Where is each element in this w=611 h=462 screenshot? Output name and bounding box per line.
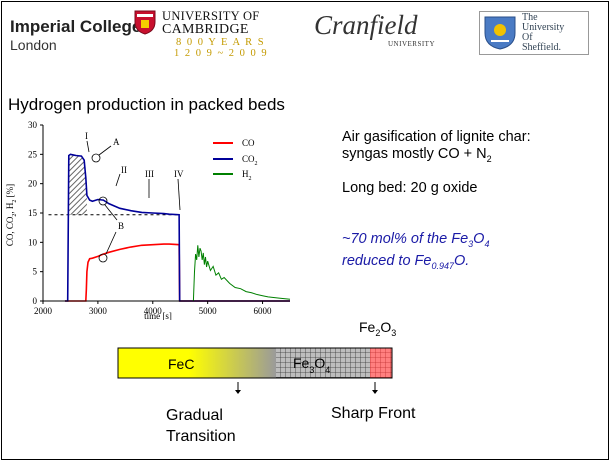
cambridge-logo: UNIVERSITY OF CAMBRIDGE 8 0 0 Y E A R S … [134,8,294,59]
y-tick-label: 25 [28,149,38,159]
fe2o3-label: Fe2O3 [359,319,397,338]
sharp-label: Sharp Front [331,405,416,422]
annotation-A: A [113,137,120,147]
packed-bed-diagram: FeC Fe3O4 [117,347,393,379]
cranfield-logo: Cranfield UNIVERSITY [314,10,435,48]
legend: CO CO2 H2 [213,138,258,182]
cambridge-dates: 1 2 0 9 ~ 2 0 0 9 [174,48,269,59]
sheffield-line1: The [522,12,538,23]
tick-group: 2000 3000 4000 5000 6000 0 5 10 15 20 25 30 [28,120,272,316]
annotation-II: II [121,165,127,175]
sheffield-crest-icon [484,16,516,50]
x-tick-label: 4000 [144,306,163,316]
annotation-IV: IV [174,169,184,179]
annotation-II-pointer [115,173,121,187]
fe3o4-zone [276,348,370,378]
bed-length-text: Long bed: 20 g oxide [342,180,478,196]
reduction-note: ~70 mol% of the Fe3O4 reduced to Fe0.947… [342,231,489,275]
y-tick-label: 30 [28,120,38,130]
legend-label-co: CO [242,138,255,148]
cambridge-line2: CAMBRIDGE [162,22,249,37]
reduction-line1: ~70 mol% of the Fe3O4 [342,231,490,249]
legend-label-h2: H2 [242,169,252,182]
x-tick-label: 6000 [254,306,273,316]
series-line-co [64,243,290,302]
y-tick-label: 0 [33,296,38,306]
series-group [64,153,291,302]
annotation-I-pointer [86,140,90,153]
cambridge-line1: UNIVERSITY OF [162,9,260,23]
x-tick-label: 2000 [34,306,53,316]
annotation-B-pointer [104,204,118,221]
syngas-line1: Air gasification of lignite char: [342,129,531,145]
y-tick-label: 20 [28,179,38,189]
x-axis-label: time [s] [144,311,172,320]
sheffield-text: The University Of Sheffield. [522,13,564,53]
annotation-II-marker [98,196,108,206]
annotation-I: I [85,131,88,141]
annotation-IV-pointer [177,178,181,211]
imperial-city: London [10,37,57,53]
fe3o4-label: Fe3O4 [293,355,330,375]
y-tick-label: 15 [28,208,38,218]
fec-zone [118,348,276,378]
syngas-text: Air gasification of lignite char: syngas… [342,129,531,168]
y-tick-label: 5 [33,267,38,277]
oxygen-release-area [68,154,87,215]
annotation-A-marker [91,153,101,163]
gradual-line1: Gradual [166,407,223,424]
gas-composition-chart: 2000 3000 4000 5000 6000 0 5 10 15 20 25 30 time [s… [5,120,291,320]
gradual-label: Gradual Transition [166,405,236,447]
gradual-line2: Transition [166,428,236,445]
sheffield-line3: Of [522,32,533,43]
annotation-III: III [145,169,154,179]
fe2o3-zone [370,348,392,378]
annotations: I A II III IV B [85,131,184,263]
annotation-B-pointer-2 [105,231,117,255]
gradual-arrowhead-icon [235,390,241,394]
marker-arrows [235,382,378,394]
imperial-name: Imperial College [10,17,142,36]
sharp-arrowhead-icon [372,390,378,394]
cranfield-sub: UNIVERSITY [388,40,435,48]
cambridge-shield-icon [134,10,156,35]
annotation-B-marker [98,253,108,263]
x-tick-label: 5000 [199,306,218,316]
sheffield-line2: University [522,22,565,33]
annotation-B: B [118,221,124,231]
imperial-logo: Imperial College London [10,17,141,53]
sheffield-logo: The University Of Sheffield. [479,11,589,55]
y-axis-label: CO, CO2, H2 [%] [5,184,18,246]
cambridge-years: 8 0 0 Y E A R S [176,37,266,48]
x-tick-label: 3000 [89,306,108,316]
sheffield-line4: Sheffield. [522,42,561,53]
bed-outline [117,347,393,379]
annotation-A-pointer [98,145,112,156]
series-line-co2 [64,153,290,302]
syngas-line2: syngas mostly CO + N2 [342,146,492,164]
legend-label-co2: CO2 [242,154,258,167]
series-line-h2 [185,245,291,302]
fec-label: FeC [168,356,194,372]
cranfield-name: Cranfield [314,10,418,40]
reduction-line2: reduced to Fe0.947O. [342,252,470,271]
y-tick-label: 10 [28,237,38,247]
slide-title: Hydrogen production in packed beds [8,95,285,114]
